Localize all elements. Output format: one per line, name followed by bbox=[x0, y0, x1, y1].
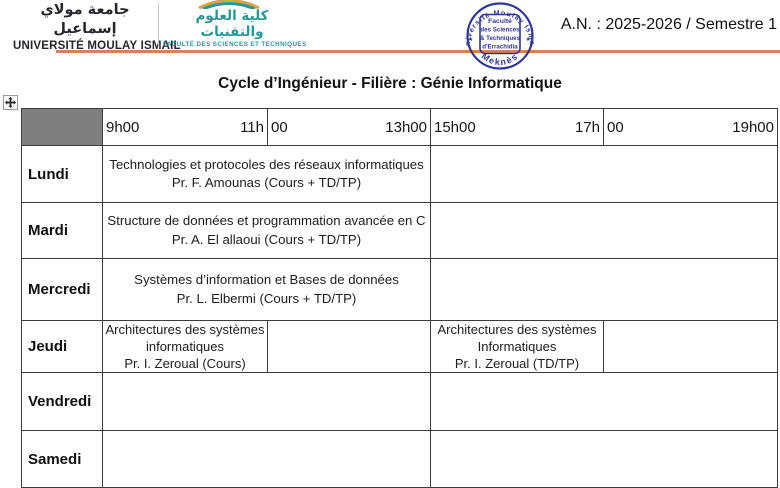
course-prof: Pr. L. Elbermi (Cours + TD/TP) bbox=[176, 290, 357, 306]
course-cell-jeudi-9-11[interactable]: Architectures des systèmes informatiques… bbox=[103, 321, 268, 373]
header-divider-line bbox=[56, 50, 780, 53]
time-header-9-11[interactable]: 9h00 11h bbox=[103, 109, 268, 146]
course-prof: Pr. F. Amounas (Cours + TD/TP) bbox=[171, 175, 362, 190]
faculty-logo: كلية العلوم والتقنيات FACULTÉ DES SCIENC… bbox=[163, 8, 307, 49]
university-name-french: UNIVERSITÉ MOULAY ISMAIL bbox=[13, 40, 181, 52]
faculty-name-french: FACULTÉ DES SCIENCES ET TECHNIQUES bbox=[163, 41, 307, 48]
course-title-line1: Architectures des systèmes bbox=[437, 322, 597, 337]
time-start: 9h00 bbox=[106, 118, 140, 136]
logo-divider bbox=[158, 3, 159, 46]
empty-cell-vendredi-morning[interactable] bbox=[103, 373, 431, 431]
time-header-17-19[interactable]: 00 19h00 bbox=[604, 109, 778, 146]
empty-cell-samedi-afternoon[interactable] bbox=[431, 431, 778, 488]
course-title-line2: informatiques bbox=[145, 339, 225, 354]
empty-cell-vendredi-afternoon[interactable] bbox=[431, 373, 778, 431]
empty-cell-jeudi-11-13[interactable] bbox=[268, 321, 431, 373]
day-cell-jeudi[interactable]: Jeudi bbox=[22, 321, 103, 373]
course-title: Technologies et protocoles des réseaux i… bbox=[109, 156, 424, 172]
time-header-15-17[interactable]: 15h00 17h bbox=[431, 109, 604, 146]
empty-cell-mercredi-afternoon[interactable] bbox=[431, 259, 778, 321]
stamp-star-right-icon: ★ bbox=[526, 36, 531, 43]
course-prof: Pr. I. Zeroual (Cours) bbox=[124, 356, 246, 371]
corner-header-cell[interactable] bbox=[22, 109, 103, 146]
course-prof: Pr. I. Zeroual (TD/TP) bbox=[454, 356, 580, 371]
university-logo: جامعة مولاي إسماعيل UNIVERSITÉ MOULAY IS… bbox=[13, 1, 181, 54]
empty-cell-jeudi-17-19[interactable] bbox=[604, 321, 778, 373]
stamp-center-line1: Faculté bbox=[488, 18, 512, 25]
stamp-center-line2: des Sciences bbox=[480, 27, 520, 34]
faculty-logo-swoosh-icon bbox=[198, 0, 260, 9]
course-cell-mardi-morning[interactable]: Structure de données et programmation av… bbox=[103, 203, 431, 259]
stamp-center-line3: & Techniques bbox=[480, 35, 521, 42]
empty-cell-mardi-afternoon[interactable] bbox=[431, 203, 778, 259]
course-title: Structure de données et programmation av… bbox=[107, 213, 426, 228]
day-cell-samedi[interactable]: Samedi bbox=[22, 431, 103, 488]
time-start: 00 bbox=[271, 118, 288, 136]
stamp-star-left-icon: ★ bbox=[468, 36, 473, 43]
day-cell-vendredi[interactable]: Vendredi bbox=[22, 373, 103, 431]
time-start: 15h00 bbox=[434, 118, 476, 136]
course-title-line1: Architectures des systèmes bbox=[105, 322, 265, 337]
university-name-arabic: جامعة مولاي إسماعيل bbox=[40, 2, 130, 37]
page-title: Cycle d’Ingénieur - Filière : Génie Info… bbox=[218, 75, 562, 92]
empty-cell-samedi-morning[interactable] bbox=[103, 431, 431, 488]
table-move-handle[interactable] bbox=[3, 95, 18, 110]
empty-cell-lundi-afternoon[interactable] bbox=[431, 146, 778, 203]
move-icon bbox=[5, 97, 16, 108]
time-header-11-13[interactable]: 00 13h00 bbox=[268, 109, 431, 146]
svg-text:Meknès: Meknès bbox=[480, 51, 521, 67]
course-cell-lundi-morning[interactable]: Technologies et protocoles des réseaux i… bbox=[103, 146, 431, 203]
course-title-line2: Informatiques bbox=[477, 339, 557, 354]
stamp-seal: Université Moulay Ismail Meknès Faculté … bbox=[462, 1, 534, 70]
day-cell-mardi[interactable]: Mardi bbox=[22, 203, 103, 259]
time-end: 13h00 bbox=[385, 118, 427, 136]
course-cell-jeudi-15-17[interactable]: Architectures des systèmes Informatiques… bbox=[431, 321, 604, 373]
stamp-arc-bottom-text: Meknès bbox=[480, 51, 519, 67]
time-end: 17h bbox=[574, 118, 600, 136]
time-end: 11h bbox=[240, 118, 264, 136]
stamp-center-line4: d'Errachidia bbox=[482, 44, 518, 51]
course-prof: Pr. A. El allaoui (Cours + TD/TP) bbox=[171, 231, 362, 247]
time-end: 19h00 bbox=[732, 118, 774, 136]
timetable: 9h00 11h 00 13h00 15h00 17h 00 19h00 Lun… bbox=[21, 108, 778, 488]
day-cell-lundi[interactable]: Lundi bbox=[22, 146, 103, 203]
faculty-name-arabic: كلية العلوم والتقنيات bbox=[195, 8, 269, 40]
course-title: Systèmes d’information et Bases de donné… bbox=[134, 272, 399, 287]
day-cell-mercredi[interactable]: Mercredi bbox=[22, 259, 103, 321]
academic-year-label: A.N. : 2025-2026 / Semestre 1 bbox=[560, 16, 777, 33]
course-cell-mercredi-morning[interactable]: Systèmes d’information et Bases de donné… bbox=[103, 259, 431, 321]
time-start: 00 bbox=[607, 118, 624, 136]
